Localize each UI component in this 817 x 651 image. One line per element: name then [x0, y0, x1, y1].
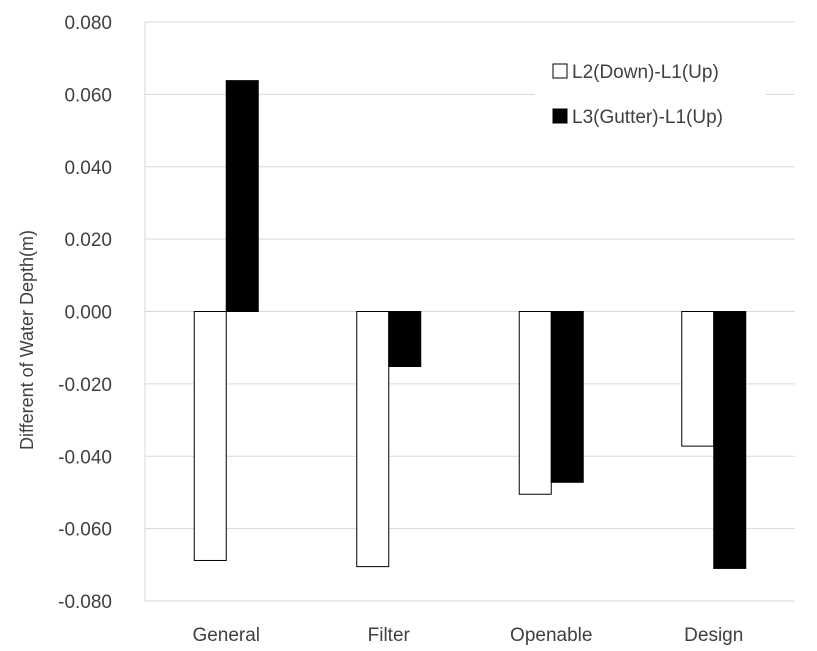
y-tick-label: 0.080	[64, 13, 112, 34]
legend-swatch-l2	[552, 63, 568, 79]
category-label: Filter	[368, 625, 411, 646]
y-tick-label: 0.040	[64, 158, 112, 179]
legend-label-l3: L3(Gutter)-L1(Up)	[572, 107, 723, 128]
bar-l2-design	[681, 311, 715, 447]
y-tick-label: -0.020	[58, 375, 112, 396]
legend-label-l2: L2(Down)-L1(Up)	[572, 62, 719, 83]
category-labels: General Filter Openable Design	[192, 625, 743, 646]
legend: L2(Down)-L1(Up) L3(Gutter)-L1(Up)	[535, 42, 765, 140]
bar-l3-filter	[388, 311, 422, 368]
bar-l3-openable	[550, 311, 584, 483]
bar-l2-general	[193, 311, 227, 561]
y-axis-title: Different of Water Depth(m)	[17, 230, 37, 450]
y-tick-label: 0.020	[64, 230, 112, 251]
y-tick-label: -0.080	[58, 592, 112, 613]
category-label: Design	[684, 625, 743, 646]
y-tick-labels: -0.080 -0.060 -0.040 -0.020 0.000 0.020 0.040 0…	[58, 13, 112, 613]
bar-l2-filter	[356, 311, 390, 568]
y-tick-label: -0.040	[58, 447, 112, 468]
legend-swatch-l3	[552, 108, 568, 124]
bar-l3-design	[713, 311, 747, 569]
y-tick-label: 0.000	[64, 303, 112, 324]
y-tick-label: 0.060	[64, 85, 112, 106]
bar-l3-general	[225, 80, 259, 312]
bars	[193, 80, 747, 569]
y-tick-label: -0.060	[58, 520, 112, 541]
legend-background	[535, 42, 765, 140]
bar-l2-openable	[518, 311, 552, 495]
category-label: Openable	[510, 625, 592, 646]
category-label: General	[192, 625, 260, 646]
